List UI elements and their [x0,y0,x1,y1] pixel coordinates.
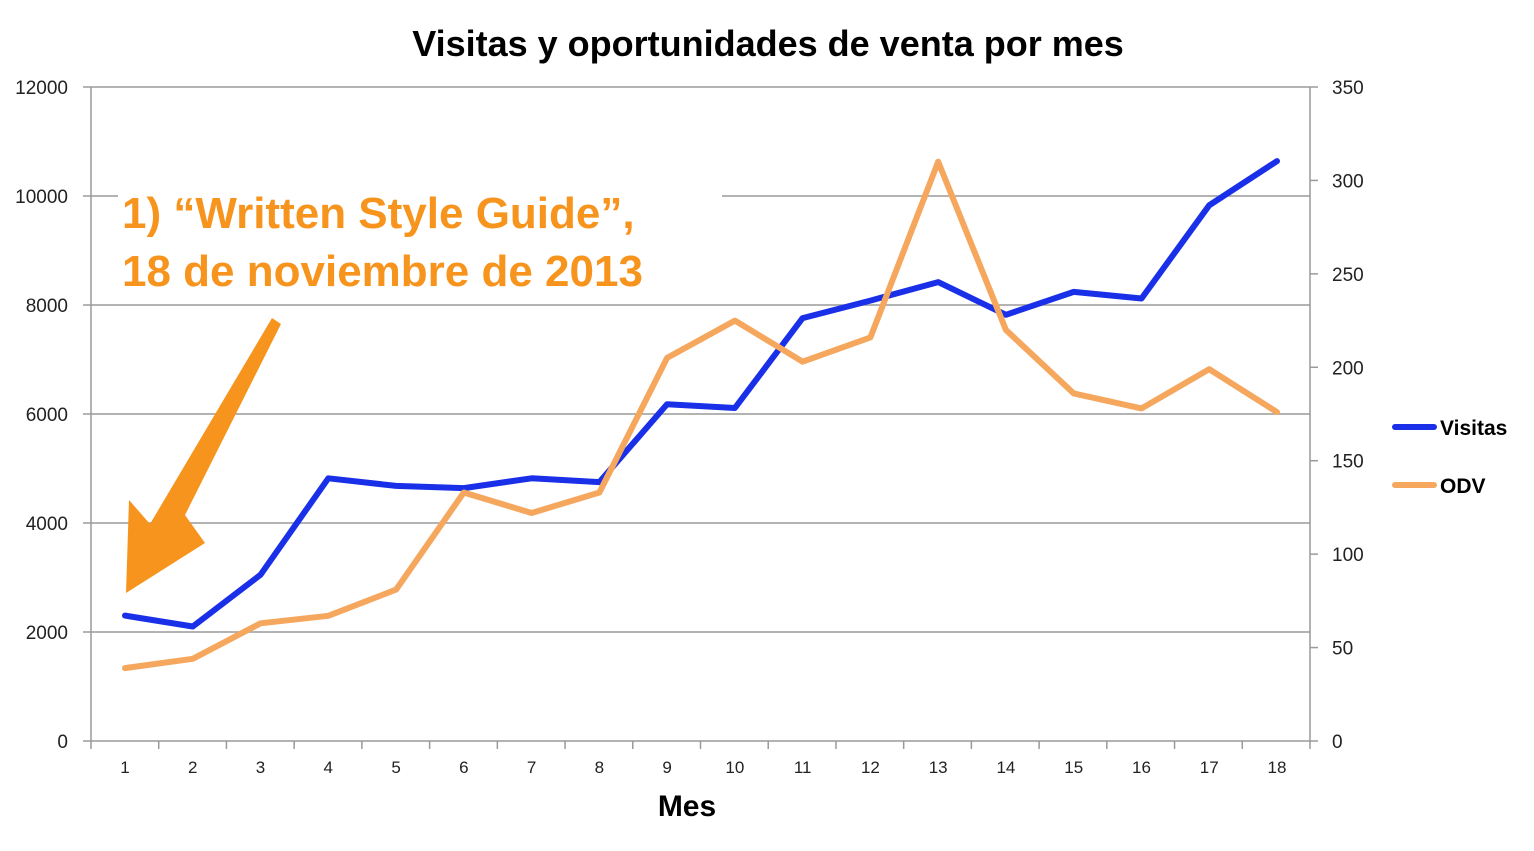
x-tick-label: 3 [256,758,265,777]
right-tick-label: 100 [1332,545,1364,566]
x-axis: 1 2 3 4 5 6 7 8 9 10 11 12 13 14 15 16 17 18 [90,741,1311,777]
data-point [393,483,399,489]
x-axis-label: Mes [658,790,716,823]
data-point [596,489,602,495]
legend-label: Visitas [1440,417,1507,440]
x-tick-label: 7 [527,758,536,777]
x-tick-label: 10 [725,758,744,777]
data-point [529,475,535,481]
data-point [122,665,128,671]
data-point [1274,158,1280,164]
series-line-odv [122,158,1280,672]
left-tick-label: 6000 [26,405,68,426]
data-point [258,572,264,578]
x-tick-label: 6 [459,758,468,777]
data-point [1003,327,1009,333]
x-tick-label: 4 [324,758,333,777]
right-tick-label: 350 [1332,78,1364,99]
annotation-text-line-1: 1) “Written Style Guide”, [122,189,635,238]
left-tick-label: 10000 [15,187,68,208]
legend: Visitas ODV [1392,417,1507,498]
annotation-text-line-2: 18 de noviembre de 2013 [122,247,643,296]
series-line-visitas [122,158,1280,630]
data-point [1071,289,1077,295]
data-point [1206,202,1212,208]
right-y-axis: 0 50 100 150 200 250 300 350 [1310,78,1364,753]
data-point [664,401,670,407]
data-point [935,159,941,165]
data-point [1274,409,1280,415]
x-tick-label: 17 [1200,758,1219,777]
x-tick-label: 11 [794,758,812,777]
data-point [190,624,196,630]
x-tick-label: 1 [120,758,129,777]
right-tick-label: 50 [1332,639,1353,660]
gridlines [91,86,1310,633]
data-point [800,359,806,365]
data-point [935,279,941,285]
data-point [732,318,738,324]
data-point [461,489,467,495]
x-tick-label: 18 [1268,758,1287,777]
data-point [800,315,806,321]
right-tick-label: 200 [1332,358,1364,379]
data-point [867,334,873,340]
left-tick-label: 8000 [26,296,68,317]
data-point [1138,405,1144,411]
series-odv [122,158,1280,672]
data-point [122,613,128,619]
data-point [393,587,399,593]
right-tick-label: 250 [1332,265,1364,286]
x-tick-label: 5 [391,758,400,777]
legend-label: ODV [1440,475,1486,498]
data-point [529,510,535,516]
data-point [325,475,331,481]
data-point [732,405,738,411]
x-tick-label: 9 [662,758,671,777]
x-tick-label: 8 [595,758,604,777]
right-tick-label: 300 [1332,171,1364,192]
data-point [1206,366,1212,372]
series-lines [122,158,1280,672]
x-tick-label: 15 [1064,758,1083,777]
x-tick-label: 13 [929,758,948,777]
annotation-arrow [126,318,281,593]
x-tick-label: 2 [188,758,197,777]
left-tick-label: 4000 [26,514,68,535]
series-visitas [122,158,1280,630]
x-tick-label: 12 [861,758,880,777]
left-tick-label: 2000 [26,623,68,644]
right-tick-label: 150 [1332,452,1364,473]
data-point [258,620,264,626]
annotation: 1) “Written Style Guide”, 18 de noviembr… [118,178,722,593]
left-y-axis: 0 2000 4000 6000 8000 10000 12000 [15,78,91,753]
data-point [325,613,331,619]
data-point [1138,295,1144,301]
data-point [867,298,873,304]
left-tick-label: 12000 [15,78,68,99]
data-point [1071,390,1077,396]
data-point [190,656,196,662]
data-point [664,355,670,361]
x-tick-label: 14 [996,758,1015,777]
chart-title: Visitas y oportunidades de venta por mes [412,23,1124,64]
right-tick-label: 0 [1332,732,1343,753]
left-tick-label: 0 [57,732,68,753]
x-tick-label: 16 [1132,758,1151,777]
annotation-background [118,178,722,298]
